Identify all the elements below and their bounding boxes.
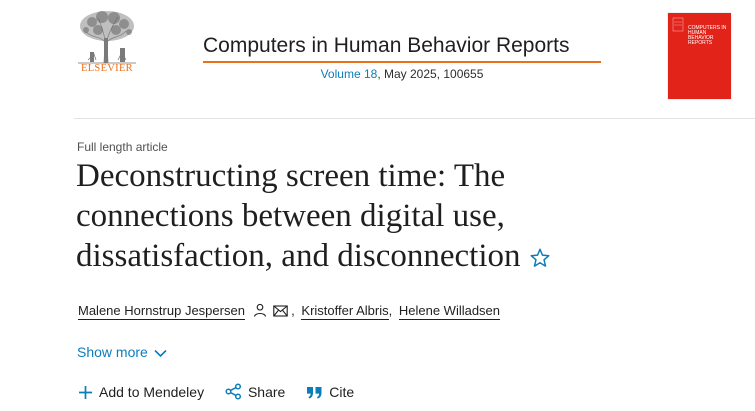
cover-graphic-icon	[672, 17, 684, 32]
add-to-mendeley-label: Add to Mendeley	[99, 384, 205, 400]
article-title-line: Deconstructing screen time: The	[76, 158, 506, 194]
add-to-mendeley-button[interactable]: Add to Mendeley	[78, 384, 204, 400]
star-outline-icon[interactable]	[529, 239, 551, 279]
article-type-label: Full length article	[77, 140, 168, 154]
publisher-name: ELSEVIER	[81, 63, 133, 74]
show-more-button[interactable]: Show more	[77, 344, 167, 360]
tree-logo-icon	[78, 11, 136, 64]
author-list: Malene Hornstrup Jespersen , Kristoffer …	[78, 303, 501, 320]
share-icon	[225, 383, 242, 400]
author-link[interactable]: Helene Willadsen	[398, 303, 501, 320]
header-divider	[74, 118, 755, 119]
journal-info: Computers in Human Behavior Reports Volu…	[203, 34, 601, 81]
issue-details: , May 2025, 100655	[377, 67, 484, 81]
share-button[interactable]: Share	[225, 383, 285, 400]
article-title: Deconstructing screen time: The connecti…	[76, 156, 676, 279]
article-actions: Add to Mendeley Share Cite	[78, 383, 371, 400]
author-separator: ,	[388, 303, 393, 318]
journal-title-link[interactable]: Computers in Human Behavior Reports	[203, 34, 601, 63]
volume-link[interactable]: Volume 18	[320, 67, 378, 81]
article-title-line: connections between digital use,	[76, 198, 505, 234]
share-label: Share	[247, 384, 286, 400]
author-link[interactable]: Malene Hornstrup Jespersen	[78, 303, 245, 320]
chevron-down-icon	[154, 349, 167, 358]
author-icons	[253, 303, 292, 320]
journal-issue-info: Volume 18, May 2025, 100655	[203, 67, 601, 81]
author-link[interactable]: Kristoffer Albris	[301, 303, 389, 320]
article-title-line-last: dissatisfaction, and disconnection	[76, 236, 676, 279]
cite-button[interactable]: Cite	[306, 384, 354, 400]
envelope-icon[interactable]	[273, 305, 288, 317]
author-separator: ,	[291, 303, 295, 318]
journal-cover-image[interactable]: COMPUTERS IN HUMAN BEHAVIOR REPORTS	[668, 13, 731, 99]
quote-icon	[307, 387, 322, 399]
article-title-line-text: dissatisfaction, and disconnection	[76, 238, 521, 274]
show-more-label: Show more	[77, 344, 148, 360]
cite-label: Cite	[329, 384, 355, 400]
cover-journal-title: COMPUTERS IN HUMAN BEHAVIOR REPORTS	[688, 25, 727, 46]
person-icon[interactable]	[253, 303, 267, 317]
article-header: ELSEVIER Computers in Human Behavior Rep…	[0, 0, 755, 118]
elsevier-tree-logo[interactable]	[74, 8, 140, 80]
plus-icon	[79, 386, 92, 399]
